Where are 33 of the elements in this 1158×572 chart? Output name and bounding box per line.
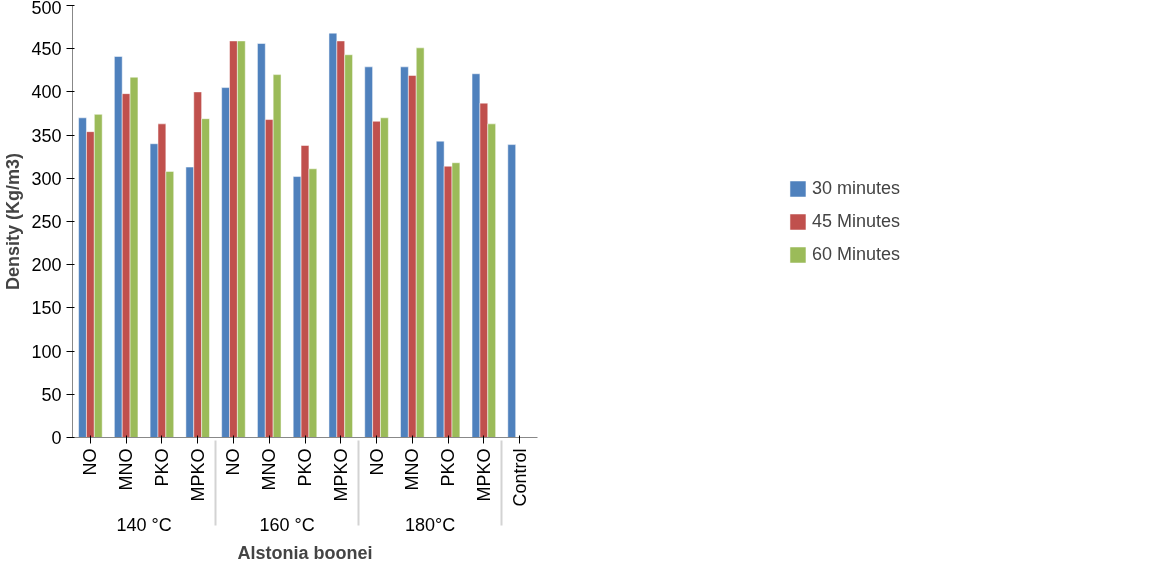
y-tick-label: 200 — [31, 255, 62, 276]
y-axis-title: Density (Kg/m3) — [3, 152, 24, 291]
y-tick-label: 250 — [31, 212, 62, 232]
text: 160 °C — [259, 514, 315, 535]
y-tick-label: 50 — [41, 384, 62, 405]
y-tick-label: 400 — [31, 82, 62, 103]
legend-label: 45 Minutes — [811, 210, 901, 232]
x-tick-label: MPKO — [330, 448, 351, 502]
legend-label: 60 Minutes — [811, 243, 901, 265]
y-tick-label: 350 — [31, 125, 62, 146]
x-tick-label: MNO — [402, 448, 423, 491]
x-tick-label: MNO — [259, 448, 280, 491]
legend-label: 30 minutes — [811, 177, 901, 199]
text: 180°C — [405, 514, 456, 535]
y-tick-label: 450 — [31, 39, 62, 60]
x-tick-label: PKO — [438, 448, 459, 487]
y-tick-label: 300 — [31, 168, 62, 189]
x-tick-label: MNO — [116, 448, 137, 491]
x-tick-label: NO — [223, 448, 244, 476]
x-tick-label: NO — [366, 448, 387, 476]
x-tick-label: MPKO — [187, 448, 208, 502]
x-tick-label: Control — [509, 448, 530, 507]
y-tick-label: 150 — [31, 298, 62, 319]
y-tick-label: 100 — [31, 341, 62, 362]
x-tick-label: MPKO — [473, 448, 494, 502]
y-tick-label: 500 — [31, 0, 62, 18]
x-tick-label: PKO — [151, 448, 172, 487]
bar — [507, 144, 516, 438]
x-tick-label: NO — [80, 448, 101, 476]
text: 140 °C — [116, 514, 172, 535]
y-tick-label: 0 — [51, 428, 62, 448]
x-axis-title: Alstonia boonei — [237, 542, 373, 563]
x-tick-label: PKO — [295, 448, 315, 487]
